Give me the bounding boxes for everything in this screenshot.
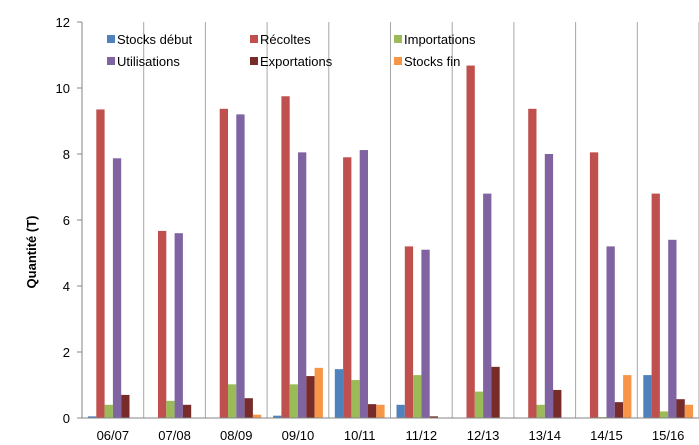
x-tick-labels: 06/07 07/08 08/09 09/10 10/11 11/12 12/13 13/14… <box>97 428 685 443</box>
bar <box>651 193 660 418</box>
bar <box>413 375 422 418</box>
x-tick-label: 07/08 <box>158 428 191 443</box>
bar <box>174 233 183 418</box>
bar <box>659 411 669 418</box>
bar <box>88 416 97 418</box>
x-tick-label: 06/07 <box>97 428 130 443</box>
bar <box>244 398 253 418</box>
bars <box>88 65 694 419</box>
bar <box>351 380 360 418</box>
bar <box>228 384 237 418</box>
legend-swatch <box>107 57 115 65</box>
legend-swatch <box>394 35 402 43</box>
bar <box>528 108 537 418</box>
bar <box>121 394 130 418</box>
bar <box>314 367 323 418</box>
bar <box>281 96 290 418</box>
bar <box>104 404 113 418</box>
legend-swatch <box>107 35 115 43</box>
bar <box>112 158 122 419</box>
x-tick-label: 14/15 <box>590 428 623 443</box>
bar <box>298 152 307 418</box>
y-tick-label: 0 <box>63 411 70 426</box>
grid <box>143 22 699 418</box>
y-tick-label: 2 <box>63 345 70 360</box>
legend-swatch <box>250 35 258 43</box>
bar <box>158 230 167 418</box>
bar <box>536 404 545 418</box>
y-tick-label: 8 <box>63 147 70 162</box>
y-tick-label: 6 <box>63 213 70 228</box>
y-axis-label: Quantité (T) <box>24 216 39 289</box>
bar <box>491 366 500 418</box>
bar <box>96 109 105 418</box>
bar <box>676 399 685 418</box>
bar <box>396 404 405 418</box>
bar <box>219 108 228 418</box>
legend-label: Importations <box>404 32 476 47</box>
y-tick-label: 4 <box>63 279 70 294</box>
bar <box>182 404 192 418</box>
bar <box>684 404 694 418</box>
bar <box>553 389 562 418</box>
legend-label: Utilisations <box>117 54 180 69</box>
bar <box>474 391 484 418</box>
bar <box>252 414 262 418</box>
legend-swatch <box>250 57 258 65</box>
bar <box>166 400 175 418</box>
bar <box>289 384 298 418</box>
legend-label: Stocks fin <box>404 54 460 69</box>
bar <box>376 404 385 418</box>
x-tick-label: 13/14 <box>528 428 561 443</box>
bar <box>236 114 245 419</box>
x-tick-label: 12/13 <box>467 428 500 443</box>
bar <box>606 246 615 418</box>
bar <box>614 402 624 418</box>
x-tick-label: 09/10 <box>282 428 315 443</box>
bar <box>466 65 475 418</box>
legend-swatch <box>394 57 402 65</box>
bar <box>544 154 554 418</box>
x-tick-label: 10/11 <box>344 428 376 443</box>
y-tick-labels: 0 2 4 6 8 10 12 <box>56 15 70 426</box>
bar <box>404 246 414 418</box>
x-tick-label: 15/16 <box>652 428 685 443</box>
bar <box>589 152 599 418</box>
bar <box>668 239 677 418</box>
axes <box>77 21 699 419</box>
bar <box>429 416 438 418</box>
bar <box>343 157 352 419</box>
legend: Stocks début Récoltes Importations Utilisat… <box>107 32 476 69</box>
bar <box>421 249 430 418</box>
x-tick-label: 11/12 <box>406 428 438 443</box>
bar <box>306 376 315 418</box>
bar <box>273 415 282 418</box>
legend-label: Stocks début <box>117 32 193 47</box>
y-tick-label: 12 <box>56 15 70 30</box>
legend-label: Récoltes <box>260 32 311 47</box>
bar <box>334 369 344 418</box>
y-tick-label: 10 <box>56 81 70 96</box>
bar <box>368 404 377 418</box>
bar <box>483 193 492 418</box>
legend-label: Exportations <box>260 54 333 69</box>
bar <box>643 375 652 418</box>
bar <box>359 150 368 419</box>
x-tick-label: 08/09 <box>220 428 253 443</box>
bar <box>623 375 632 418</box>
